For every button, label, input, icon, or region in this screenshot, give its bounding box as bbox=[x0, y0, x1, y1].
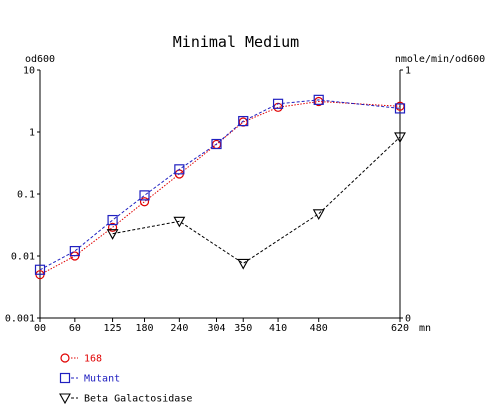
data-point bbox=[139, 190, 150, 201]
y-left-tick-label: 0.1 bbox=[17, 190, 35, 201]
legend: 168 Mutant Beta Galactosidase bbox=[59, 353, 192, 405]
x-tick-label: 125 bbox=[104, 323, 122, 334]
x-tick-label: 60 bbox=[69, 323, 81, 334]
y-left-tick-label: 0.001 bbox=[5, 314, 35, 325]
axis-ticks: 00 60 125 180 240 304 350 410 480 6201010.10.010.… bbox=[5, 66, 411, 335]
x-tick-label: 620 bbox=[391, 323, 409, 334]
y-axis-right-label: nmole/min/od600 bbox=[395, 54, 485, 65]
data-point bbox=[394, 103, 406, 114]
data-point bbox=[238, 115, 249, 127]
data-point bbox=[237, 258, 250, 270]
data-point bbox=[174, 164, 185, 175]
y-right-tick-label: 1 bbox=[405, 66, 411, 77]
plot-area bbox=[34, 94, 406, 280]
x-tick-label: 00 bbox=[34, 323, 46, 334]
series-3 bbox=[106, 132, 406, 270]
y-left-tick-label: 1 bbox=[29, 128, 35, 139]
data-point bbox=[272, 98, 284, 109]
legend-label: Mutant bbox=[84, 374, 120, 385]
data-point bbox=[107, 222, 118, 232]
x-tick-label: 240 bbox=[170, 323, 188, 334]
legend-item: Mutant bbox=[59, 372, 120, 385]
data-point bbox=[394, 132, 406, 144]
series-line bbox=[39, 100, 401, 276]
y-left-tick-label: 10 bbox=[23, 66, 35, 77]
data-point bbox=[312, 209, 325, 220]
x-tick-label: 350 bbox=[234, 323, 252, 334]
series-line bbox=[39, 99, 401, 271]
x-tick-label: 304 bbox=[207, 323, 225, 334]
legend-marker bbox=[59, 393, 71, 405]
legend-label: Beta Galactosidase bbox=[84, 394, 192, 405]
series-line bbox=[112, 136, 401, 264]
x-tick-label: 480 bbox=[310, 323, 328, 334]
y-left-tick-label: 0.01 bbox=[11, 252, 35, 263]
legend-label: 168 bbox=[84, 354, 102, 365]
legend-marker bbox=[60, 353, 70, 363]
x-axis-unit: mn bbox=[419, 323, 431, 334]
data-point bbox=[106, 229, 119, 240]
legend-item: 168 bbox=[60, 353, 102, 365]
data-point bbox=[173, 216, 186, 228]
data-point bbox=[107, 214, 118, 226]
data-point bbox=[69, 245, 80, 257]
data-point bbox=[139, 197, 150, 207]
chart-title: Minimal Medium bbox=[173, 33, 299, 51]
data-point bbox=[313, 94, 324, 105]
y-axis-left-label: od600 bbox=[25, 54, 55, 65]
legend-item: Beta Galactosidase bbox=[59, 393, 192, 405]
series-2 bbox=[34, 94, 406, 275]
x-tick-label: 180 bbox=[135, 323, 153, 334]
x-tick-label: 410 bbox=[269, 323, 287, 334]
y-right-tick-label: 0 bbox=[405, 314, 411, 325]
data-point bbox=[211, 138, 222, 150]
legend-marker bbox=[59, 372, 71, 384]
series-1 bbox=[35, 96, 405, 280]
data-point bbox=[34, 264, 46, 275]
